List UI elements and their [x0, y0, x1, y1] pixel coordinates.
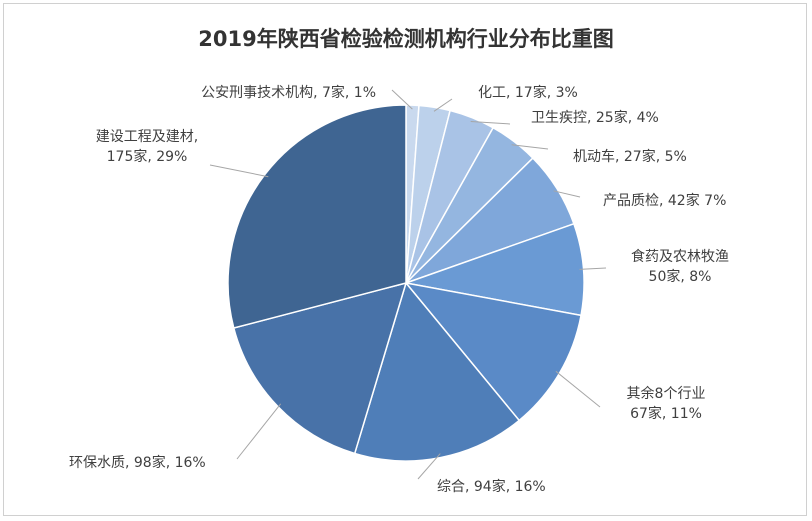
leader-line-3 [511, 144, 549, 150]
leader-line-1 [433, 98, 453, 112]
leader-line-4 [553, 190, 581, 198]
leader-line-7 [417, 453, 441, 480]
slice-label-line: 建设工程及建材, [96, 129, 198, 145]
slice-label-line: 卫生疾控, 25家, 4% [531, 109, 659, 126]
slice-label-line: 机动车, 27家, 5% [573, 148, 687, 165]
leader-line-9 [209, 164, 269, 178]
pie-slice-9 [227, 104, 407, 329]
slice-label-4: 产品质检, 42家 7% [603, 192, 726, 209]
slice-label-3: 机动车, 27家, 5% [573, 148, 687, 165]
slice-label-line: 50家, 8% [649, 268, 712, 285]
slice-label-2: 卫生疾控, 25家, 4% [531, 109, 659, 126]
slice-label-1: 化工, 17家, 3% [478, 84, 578, 101]
slice-label-line: 其余8个行业 [627, 385, 706, 402]
slice-label-8: 环保水质, 98家, 16% [69, 454, 206, 471]
slice-label-7: 综合, 94家, 16% [437, 478, 546, 495]
slice-labels: 公安刑事技术机构, 7家, 1% 化工, 17家, 3% 卫生疾控, 25家, 4%… [69, 84, 729, 495]
pie-slice-6 [404, 281, 582, 422]
slice-label-line: 产品质检, 42家 7% [603, 192, 726, 209]
slice-label-5: 食药及农林牧渔 50家, 8% [631, 248, 729, 285]
pie-slices [227, 104, 585, 462]
slice-label-0: 公安刑事技术机构, 7家, 1% [201, 84, 376, 101]
leader-lines [209, 89, 607, 480]
leader-line-0 [391, 89, 413, 110]
slice-label-line: 175家, 29% [107, 148, 188, 165]
chart-title: 2019年陕西省检验检测机构行业分布比重图 [198, 27, 613, 51]
slice-label-line: 化工, 17家, 3% [478, 84, 578, 101]
slice-label-line: 综合, 94家, 16% [437, 478, 546, 495]
leader-line-8 [236, 403, 282, 460]
slice-label-line: 67家, 11% [630, 405, 702, 422]
slice-label-line: 环保水质, 98家, 16% [69, 454, 206, 471]
pie-slice-7 [353, 281, 521, 462]
slice-label-line: 食药及农林牧渔 [631, 248, 729, 265]
leader-line-5 [579, 267, 607, 270]
pie-slice-8 [232, 281, 408, 455]
leader-line-2 [470, 121, 511, 125]
slice-label-line: 公安刑事技术机构, 7家, 1% [201, 84, 376, 101]
leader-line-6 [555, 370, 601, 408]
slice-label-9: 建设工程及建材, 175家, 29% [96, 129, 198, 165]
slice-label-6: 其余8个行业 67家, 11% [627, 385, 706, 422]
